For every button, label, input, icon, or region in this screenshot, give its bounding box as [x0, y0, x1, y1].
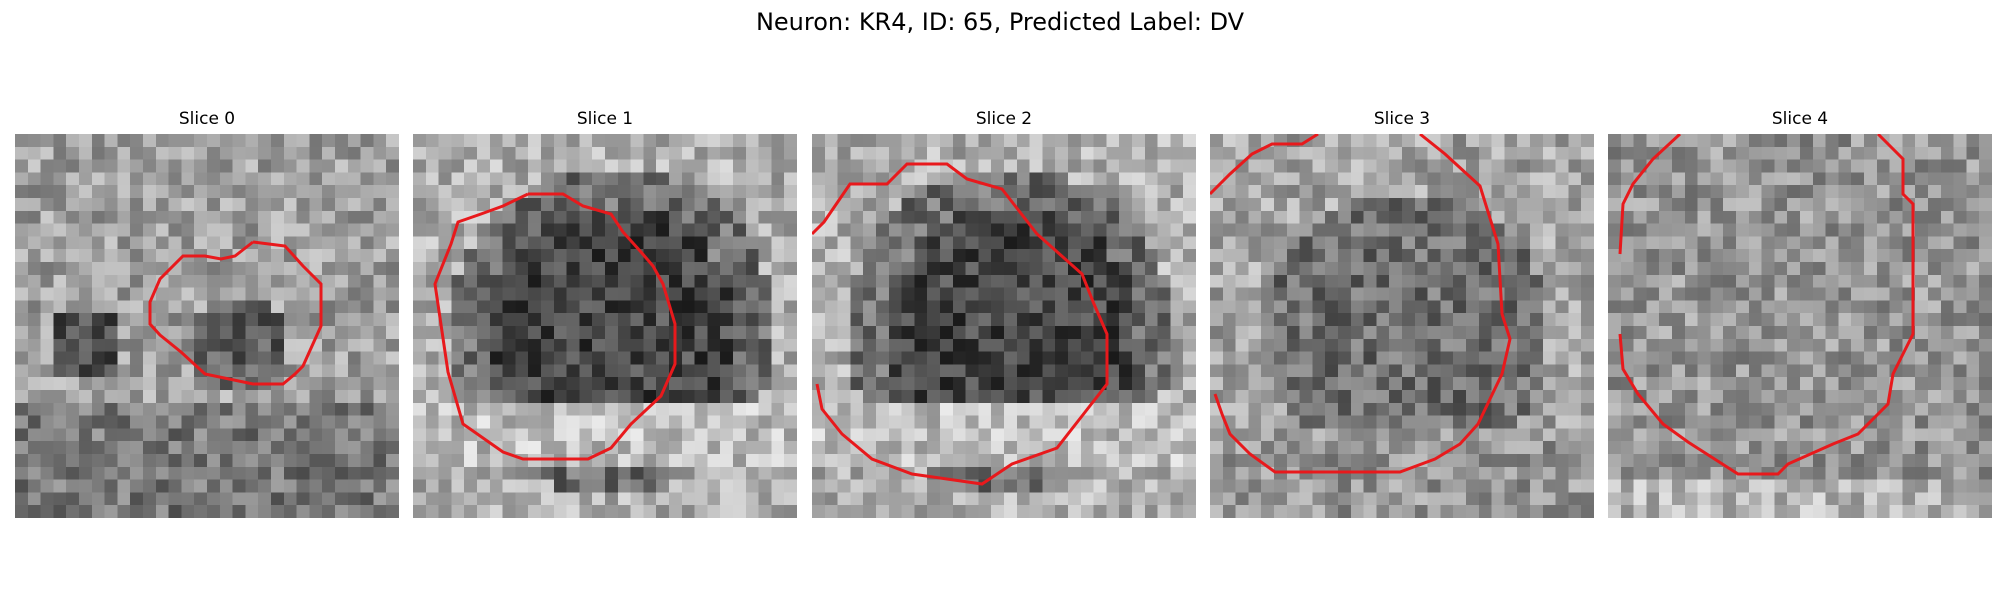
slice-pixels-3: [1210, 134, 1594, 518]
slice-pixels-1: [413, 134, 797, 518]
slice-title-4: Slice 4: [1771, 109, 1829, 129]
slice-image-3: [1210, 134, 1594, 518]
slice-pixels-4: [1608, 134, 1992, 518]
slice-image-0: [15, 134, 399, 518]
slice-title-1: Slice 1: [576, 109, 634, 129]
slice-title-0: Slice 0: [178, 109, 236, 129]
figure-title: Neuron: KR4, ID: 65, Predicted Label: DV: [755, 8, 1245, 36]
slice-panel-2: Slice 2: [812, 108, 1196, 518]
slice-image-1: [413, 134, 797, 518]
slice-pixels-2: [812, 134, 1196, 518]
slice-title-3: Slice 3: [1373, 109, 1431, 129]
slice-title-2: Slice 2: [975, 109, 1033, 129]
slice-panel-4: Slice 4: [1608, 108, 1992, 518]
slice-panel-3: Slice 3: [1210, 108, 1594, 518]
slice-panel-0: Slice 0: [15, 108, 399, 518]
slice-pixels-0: [15, 134, 399, 518]
slice-image-4: [1608, 134, 1992, 518]
slice-image-2: [812, 134, 1196, 518]
slice-panel-1: Slice 1: [413, 108, 797, 518]
